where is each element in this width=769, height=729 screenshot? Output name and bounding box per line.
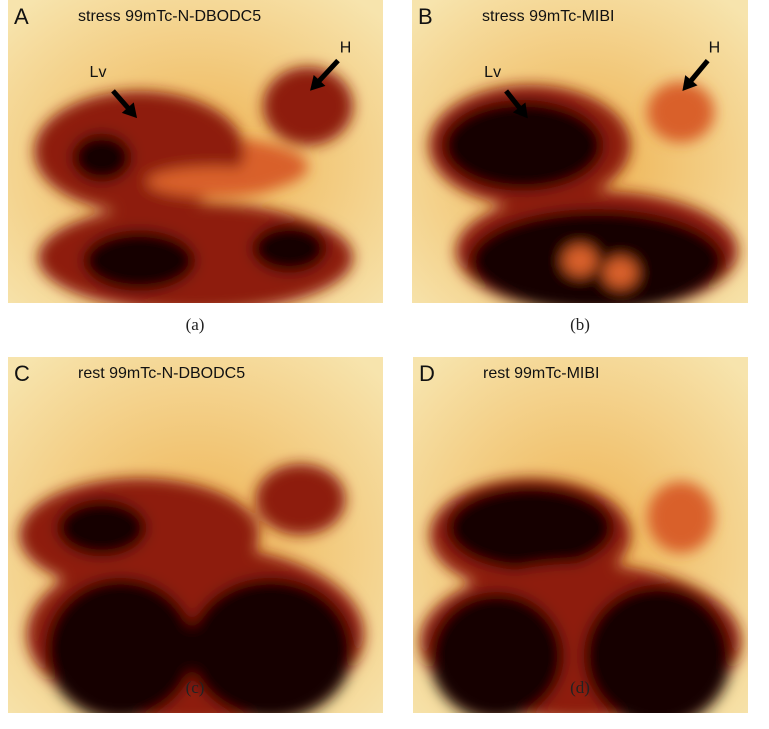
uptake-region (83, 230, 196, 291)
scan-uptake (428, 81, 738, 303)
region-label: H (340, 40, 352, 57)
uptake-region (583, 584, 732, 713)
uptake-region (56, 499, 147, 557)
uptake-region (469, 209, 725, 303)
arrow-head (121, 102, 138, 119)
panel-caption: (d) (570, 678, 590, 697)
uptake-region (442, 99, 604, 191)
uptake-region (603, 257, 638, 288)
uptake-region (71, 133, 132, 182)
uptake-region (188, 577, 353, 713)
uptake-region (146, 166, 282, 197)
uptake-region (446, 485, 614, 571)
panel-letter: A (14, 4, 29, 29)
uptake-region (45, 577, 196, 713)
uptake-region (251, 224, 327, 273)
uptake-region (255, 463, 346, 535)
uptake-region (647, 81, 715, 143)
uptake-region (429, 591, 564, 713)
panel-letter: D (419, 361, 435, 386)
region-label: H (709, 40, 721, 57)
scan-uptake (34, 66, 353, 303)
panel-caption: (a) (185, 315, 205, 334)
arrow-head (512, 102, 528, 119)
region-label: Lv (90, 64, 107, 81)
panel-title: rest 99mTc-N-DBODC5 (78, 365, 245, 382)
scan-uptake (419, 478, 742, 713)
arrow-head (682, 75, 698, 91)
scan-uptake (19, 463, 365, 713)
uptake-region (647, 481, 715, 553)
panel-title: stress 99mTc-N-DBODC5 (78, 8, 261, 25)
panel-title: rest 99mTc-MIBI (483, 365, 599, 382)
panel-letter: C (14, 361, 30, 386)
panel-caption: (c) (185, 678, 205, 697)
arrow-head (310, 74, 326, 91)
uptake-region (263, 66, 353, 146)
panel-letter: B (418, 4, 433, 29)
region-label: Lv (484, 64, 501, 81)
uptake-region (563, 245, 597, 276)
panel-caption: (b) (570, 315, 590, 334)
panel-title: stress 99mTc-MIBI (482, 8, 614, 25)
